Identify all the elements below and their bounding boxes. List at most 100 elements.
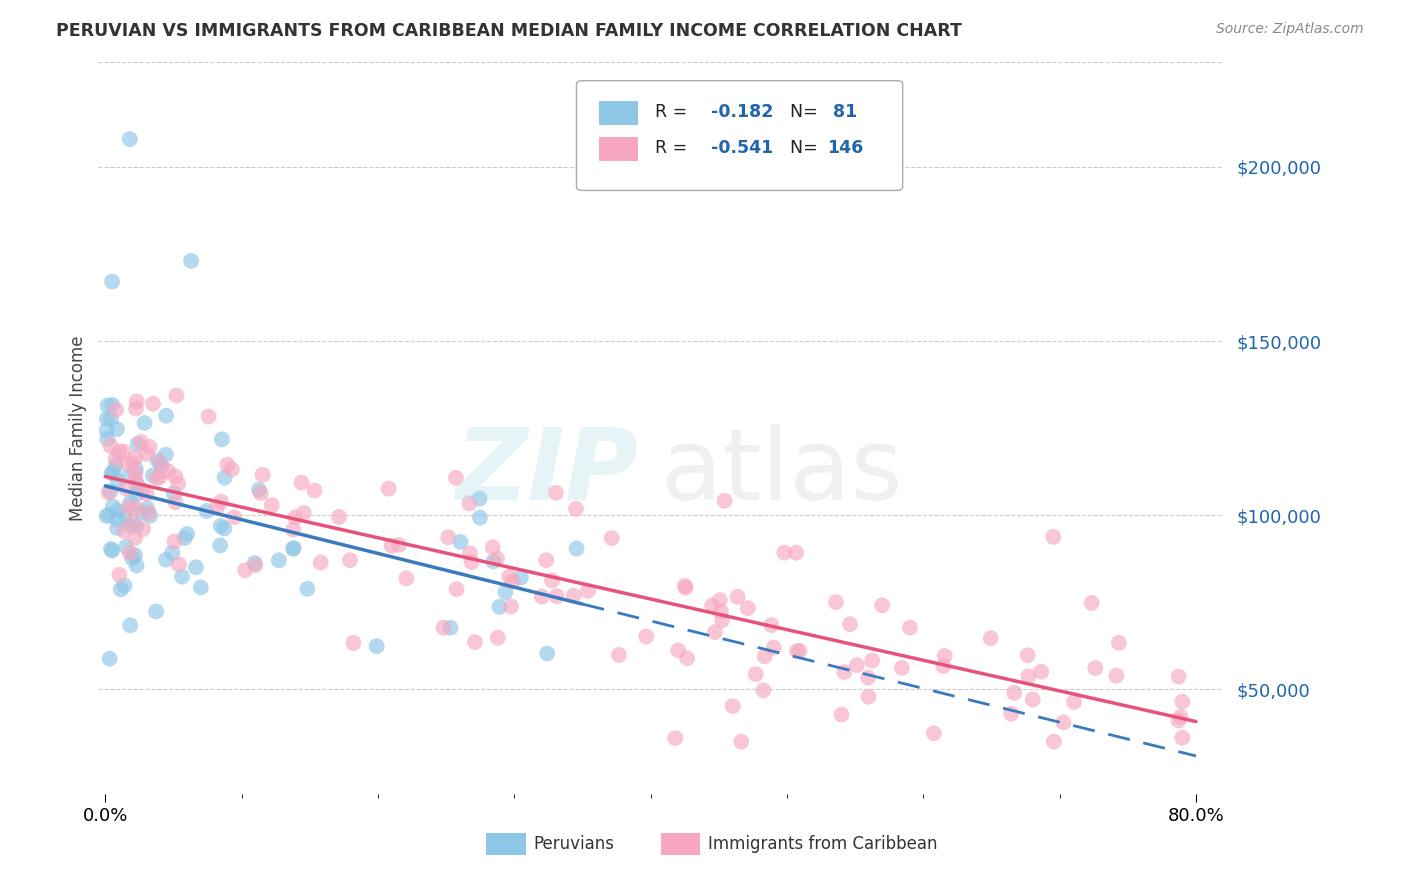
Point xyxy=(377,482,399,496)
Point xyxy=(856,671,879,685)
Point xyxy=(1105,668,1128,682)
Point xyxy=(534,553,557,567)
Point xyxy=(388,538,411,552)
Point xyxy=(108,567,131,582)
Point xyxy=(163,534,186,549)
Point xyxy=(145,471,167,485)
Point xyxy=(1171,731,1194,745)
Point xyxy=(860,654,883,668)
Point xyxy=(437,530,460,544)
Point xyxy=(395,571,418,585)
Point xyxy=(498,569,520,583)
Text: Immigrants from Caribbean: Immigrants from Caribbean xyxy=(709,835,938,853)
Point xyxy=(721,699,744,714)
Point xyxy=(110,582,132,597)
Point xyxy=(98,484,121,499)
Point xyxy=(125,519,148,533)
Point xyxy=(114,508,136,523)
Point xyxy=(180,254,202,268)
Point xyxy=(488,599,510,614)
Point xyxy=(139,508,162,523)
Point xyxy=(381,539,404,553)
Point xyxy=(125,394,148,409)
Point xyxy=(107,475,129,489)
Point xyxy=(167,476,190,491)
Point xyxy=(120,495,142,509)
Point xyxy=(744,667,766,681)
Text: atlas: atlas xyxy=(661,424,903,521)
FancyBboxPatch shape xyxy=(486,832,526,855)
Point xyxy=(858,690,880,704)
Point xyxy=(830,707,852,722)
Point xyxy=(115,540,138,554)
Point xyxy=(117,500,139,515)
Point xyxy=(105,422,128,436)
Point xyxy=(112,524,135,538)
Point xyxy=(209,494,232,508)
Point xyxy=(247,483,270,497)
Point xyxy=(105,402,128,417)
Point xyxy=(1080,596,1102,610)
Point xyxy=(673,579,696,593)
Point xyxy=(107,504,129,518)
Point xyxy=(290,475,312,490)
Point xyxy=(205,500,228,515)
Point xyxy=(121,551,143,566)
Text: R =: R = xyxy=(655,139,693,157)
Point xyxy=(124,548,146,562)
Point xyxy=(142,468,165,483)
Point xyxy=(176,527,198,541)
Point xyxy=(297,582,319,596)
Point xyxy=(762,640,785,655)
Point xyxy=(530,590,553,604)
Point xyxy=(96,399,118,413)
Point xyxy=(149,470,172,484)
Point xyxy=(131,483,153,497)
Point xyxy=(546,589,568,603)
Point xyxy=(502,574,524,589)
Point xyxy=(737,601,759,615)
Point xyxy=(754,649,776,664)
Point xyxy=(713,494,735,508)
Point xyxy=(536,647,558,661)
Point xyxy=(214,470,236,484)
Point xyxy=(170,569,193,583)
Point xyxy=(103,465,125,479)
Point xyxy=(607,648,630,662)
Point xyxy=(165,495,187,509)
Point xyxy=(1017,648,1039,663)
Point xyxy=(761,618,783,632)
Point xyxy=(131,506,153,520)
Point xyxy=(112,444,135,458)
FancyBboxPatch shape xyxy=(599,101,638,125)
Point xyxy=(730,734,752,748)
Point xyxy=(149,455,172,469)
Point xyxy=(439,621,461,635)
Point xyxy=(292,506,315,520)
Text: -0.541: -0.541 xyxy=(711,139,773,157)
Point xyxy=(444,471,467,485)
Point xyxy=(135,447,157,461)
Point xyxy=(121,456,143,470)
Point xyxy=(155,448,177,462)
Text: 146: 146 xyxy=(827,139,863,157)
Point xyxy=(96,509,118,524)
Point xyxy=(145,604,167,618)
Point xyxy=(96,411,118,425)
Text: R =: R = xyxy=(655,103,693,121)
Point xyxy=(468,491,491,506)
Point xyxy=(97,508,120,522)
Point xyxy=(162,546,184,560)
Point xyxy=(100,411,122,425)
Point xyxy=(789,644,811,658)
Text: N=: N= xyxy=(790,139,824,157)
Point xyxy=(100,541,122,556)
Point xyxy=(101,500,124,514)
Point xyxy=(458,496,481,510)
Text: Source: ZipAtlas.com: Source: ZipAtlas.com xyxy=(1216,22,1364,37)
Point xyxy=(785,546,807,560)
Point xyxy=(676,651,699,665)
Point xyxy=(98,651,121,665)
Y-axis label: Median Family Income: Median Family Income xyxy=(69,335,87,521)
Point xyxy=(214,522,236,536)
